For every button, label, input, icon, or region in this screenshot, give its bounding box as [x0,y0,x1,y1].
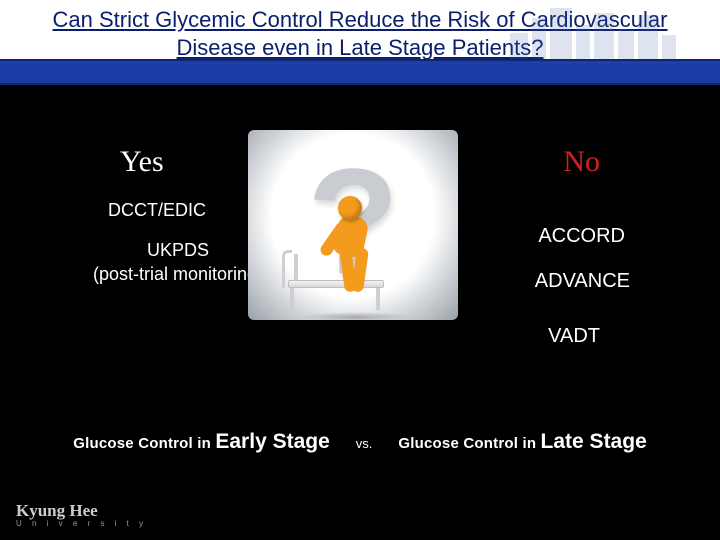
compare-left: Glucose Control in Early Stage [73,430,330,454]
footer-logo: Kyung Hee U n i v e r s i t y [16,501,147,528]
compare-vs: vs. [356,436,373,451]
comparison-line: Glucose Control in Early Stage vs. Gluco… [0,430,720,454]
yes-item-dcct: DCCT/EDIC [108,200,206,221]
compare-right-prefix: Glucose Control in [398,435,540,452]
compare-right: Glucose Control in Late Stage [398,430,646,454]
compare-right-stage: Late Stage [541,430,647,453]
compare-left-prefix: Glucose Control in [73,435,215,452]
yes-heading: Yes [120,145,164,179]
no-item-advance: ADVANCE [535,270,630,293]
thinking-figure-icon [284,192,394,302]
center-illustration: ? [248,130,458,320]
footer-university-sub: U n i v e r s i t y [16,519,147,528]
no-item-accord: ACCORD [538,225,625,248]
compare-left-stage: Early Stage [215,430,329,453]
title-bar: Can Strict Glycemic Control Reduce the R… [0,0,720,63]
no-heading: No [563,145,600,179]
content-area: Yes DCCT/EDIC UKPDS (post-trial monitori… [0,90,720,540]
no-item-vadt: VADT [548,325,600,348]
slide-title: Can Strict Glycemic Control Reduce the R… [10,6,710,61]
footer-university-name: Kyung Hee [16,501,147,521]
